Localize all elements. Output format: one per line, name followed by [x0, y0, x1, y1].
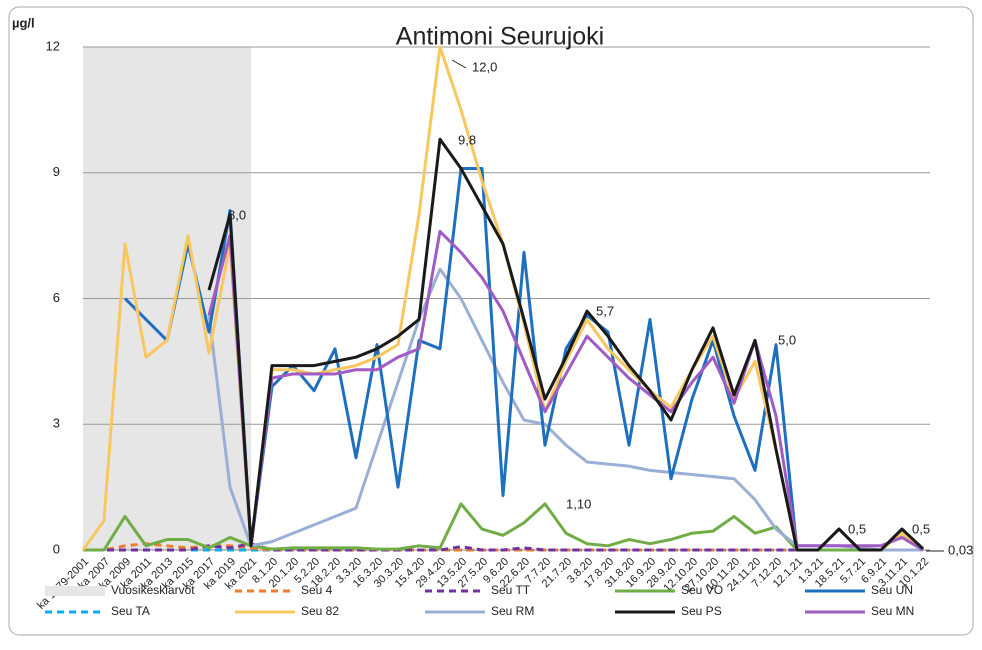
chart-title: Antimoni Seurujoki — [396, 23, 604, 51]
legend-label: Seu 4 — [301, 583, 333, 597]
legend-label: Seu VO — [681, 583, 723, 597]
legend-label: Vuosikeskiarvot — [111, 583, 195, 597]
y-tick-label: 6 — [53, 290, 60, 305]
annotation: 9,8 — [458, 132, 476, 147]
series-line — [207, 137, 925, 552]
annotation: 5,0 — [778, 332, 796, 347]
annotation: 0,5 — [848, 521, 866, 536]
y-tick-label: 0 — [53, 541, 60, 556]
annotation: 8,0 — [228, 207, 246, 222]
annotation: 1,10 — [566, 496, 591, 511]
y-tick-label: 9 — [53, 164, 60, 179]
legend-label: Seu PS — [681, 604, 722, 618]
leader — [451, 59, 467, 69]
series-line — [83, 542, 923, 552]
legend-label: Seu TA — [111, 604, 150, 618]
series-line — [207, 229, 924, 552]
legend-label: Seu UN — [871, 583, 913, 597]
annotation: 0,03 — [948, 542, 973, 557]
legend-label: Seu RM — [491, 604, 534, 618]
annotation: 0,5 — [912, 521, 930, 536]
legend-swatch — [45, 586, 105, 596]
y-tick-label: 3 — [53, 416, 60, 431]
y-axis-label: µg/l — [12, 15, 35, 30]
legend-label: Seu 82 — [301, 604, 339, 618]
y-tick-label: 12 — [46, 38, 60, 53]
legend-label: Seu MN — [871, 604, 914, 618]
legend-label: Seu TT — [491, 583, 531, 597]
annotation: 12,0 — [472, 59, 497, 74]
annotation: 5,7 — [596, 303, 614, 318]
